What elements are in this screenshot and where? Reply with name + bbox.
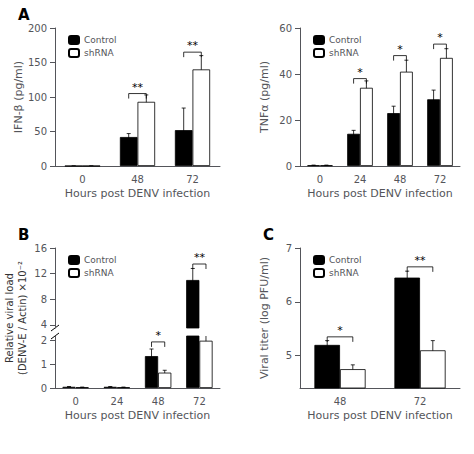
svg-text:24: 24 <box>111 396 124 407</box>
svg-text:8: 8 <box>41 294 47 305</box>
svg-text:Hours post DENV infection: Hours post DENV infection <box>65 409 210 422</box>
svg-text:0: 0 <box>286 161 292 172</box>
svg-text:1: 1 <box>41 359 47 370</box>
svg-text:100: 100 <box>28 92 47 103</box>
svg-text:48: 48 <box>394 174 407 185</box>
svg-text:(DENV-E / Actin) ×10⁻²: (DENV-E / Actin) ×10⁻² <box>17 261 28 375</box>
svg-text:Relative viral load: Relative viral load <box>4 273 15 363</box>
svg-text:Control: Control <box>329 35 362 45</box>
svg-text:Viral titer (log PFU/ml): Viral titer (log PFU/ml) <box>258 257 271 379</box>
svg-text:IFN-β (pg/ml): IFN-β (pg/ml) <box>12 61 25 133</box>
svg-text:shRNA: shRNA <box>84 48 114 58</box>
svg-text:0: 0 <box>72 396 78 407</box>
svg-text:150: 150 <box>28 57 47 68</box>
svg-text:0: 0 <box>41 161 47 172</box>
svg-text:Control: Control <box>84 255 117 265</box>
svg-text:C: C <box>263 226 274 244</box>
svg-text:0: 0 <box>317 174 323 185</box>
svg-text:**: ** <box>132 81 144 94</box>
svg-text:200: 200 <box>28 23 47 34</box>
svg-text:shRNA: shRNA <box>329 268 359 278</box>
svg-text:48: 48 <box>334 396 347 407</box>
svg-text:50: 50 <box>34 126 47 137</box>
svg-text:shRNA: shRNA <box>84 268 114 278</box>
svg-text:48: 48 <box>152 396 165 407</box>
svg-text:12: 12 <box>34 268 47 279</box>
svg-text:*: * <box>437 31 443 44</box>
svg-text:**: ** <box>415 254 427 267</box>
svg-text:TNFα (pg/ml): TNFα (pg/ml) <box>258 61 271 134</box>
svg-text:24: 24 <box>354 174 367 185</box>
svg-text:Hours post DENV infection: Hours post DENV infection <box>65 187 210 200</box>
svg-text:shRNA: shRNA <box>329 48 359 58</box>
svg-text:A: A <box>18 6 30 24</box>
svg-text:5: 5 <box>286 350 292 361</box>
svg-text:72: 72 <box>186 174 199 185</box>
svg-text:Hours post DENV infection: Hours post DENV infection <box>307 409 452 422</box>
svg-text:*: * <box>155 329 161 342</box>
svg-text:4: 4 <box>41 319 47 330</box>
svg-text:Control: Control <box>84 35 117 45</box>
svg-text:48: 48 <box>131 174 144 185</box>
svg-text:72: 72 <box>434 174 447 185</box>
svg-text:60: 60 <box>279 23 292 34</box>
svg-text:0: 0 <box>41 383 47 394</box>
svg-text:B: B <box>18 226 29 244</box>
svg-text:72: 72 <box>414 396 427 407</box>
svg-text:0: 0 <box>79 174 85 185</box>
svg-text:7: 7 <box>286 243 292 254</box>
svg-text:6: 6 <box>286 296 292 307</box>
svg-text:**: ** <box>194 251 206 264</box>
svg-text:*: * <box>337 324 343 337</box>
svg-text:Hours post DENV infection: Hours post DENV infection <box>307 187 452 200</box>
svg-text:20: 20 <box>279 115 292 126</box>
svg-text:40: 40 <box>279 69 292 80</box>
svg-text:**: ** <box>187 39 199 52</box>
svg-text:*: * <box>397 43 403 56</box>
svg-text:*: * <box>357 66 363 79</box>
svg-text:2: 2 <box>41 335 47 346</box>
svg-text:Control: Control <box>329 255 362 265</box>
svg-text:72: 72 <box>193 396 206 407</box>
svg-text:16: 16 <box>34 243 47 254</box>
